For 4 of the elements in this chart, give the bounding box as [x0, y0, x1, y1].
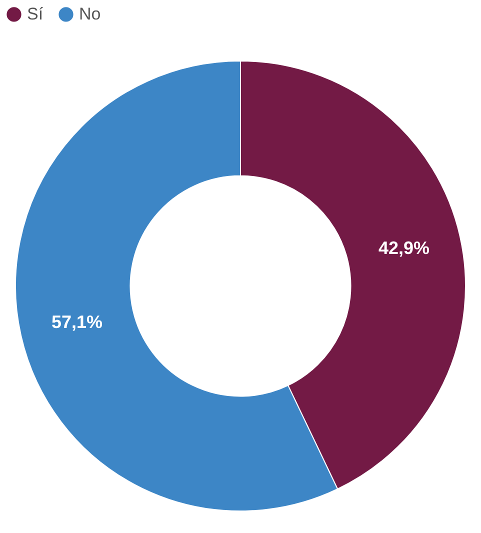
legend-label: No — [79, 4, 101, 24]
data-label: 42,9% — [378, 238, 430, 258]
legend-label: Sí — [27, 4, 44, 24]
data-label: 57,1% — [52, 312, 103, 332]
